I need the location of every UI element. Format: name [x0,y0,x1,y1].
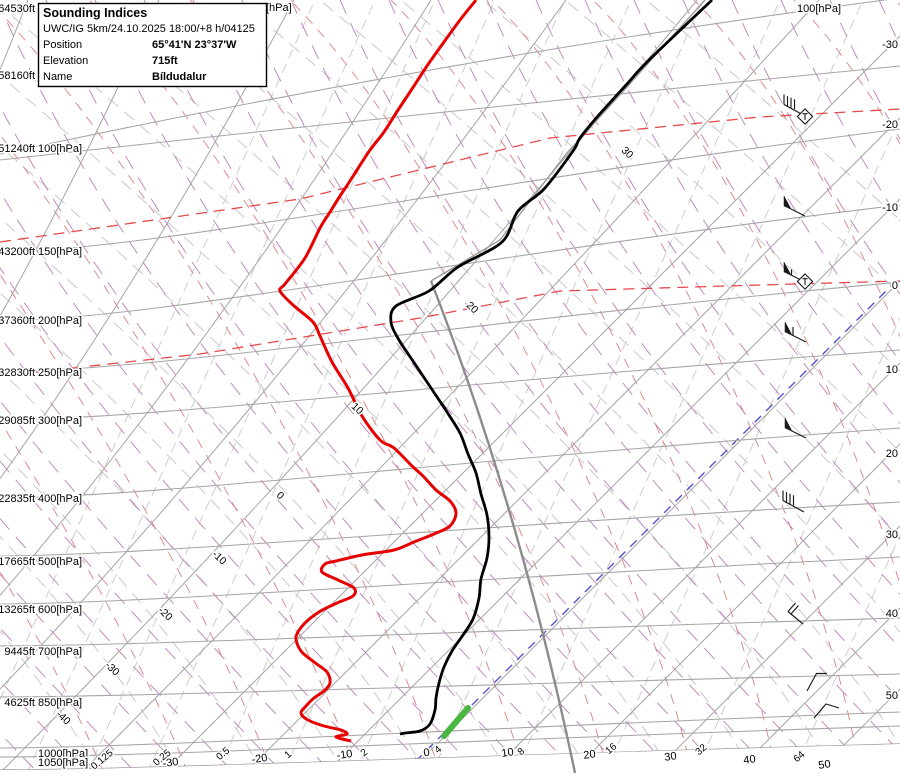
svg-text:-10: -10 [336,748,353,762]
svg-text:250[hPa]: 250[hPa] [38,367,82,379]
svg-text:400[hPa]: 400[hPa] [38,493,82,505]
svg-text:51240ft: 51240ft [0,143,35,155]
svg-text:0: 0 [892,280,898,292]
svg-text:17665ft: 17665ft [0,556,35,568]
svg-text:43200ft: 43200ft [0,246,35,258]
svg-text:50: 50 [818,758,832,772]
svg-text:1000[hPa]: 1000[hPa] [38,748,88,760]
svg-text:UWC/IG 5km/24.10.2025 18:00/+8: UWC/IG 5km/24.10.2025 18:00/+8 h/04125 [43,23,255,35]
svg-text:600[hPa]: 600[hPa] [38,604,82,616]
svg-text:29085ft: 29085ft [0,415,35,427]
svg-text:40: 40 [743,753,757,767]
svg-text:[hPa]: [hPa] [266,2,292,14]
svg-text:Position: Position [43,39,82,51]
svg-text:-20: -20 [251,752,268,766]
svg-text:0: 0 [423,747,431,760]
svg-text:-30: -30 [882,39,898,51]
svg-text:Name: Name [43,71,72,83]
svg-text:9445ft: 9445ft [4,646,35,658]
svg-text:40: 40 [886,608,898,620]
svg-text:10: 10 [501,746,515,760]
svg-text:-20: -20 [882,119,898,131]
svg-text:100[hPa]: 100[hPa] [797,3,841,15]
svg-text:64530ft: 64530ft [0,3,35,15]
svg-text:10: 10 [886,364,898,376]
svg-text:Elevation: Elevation [43,55,88,67]
svg-text:30: 30 [664,750,678,764]
svg-text:65°41'N 23°37'W: 65°41'N 23°37'W [152,39,237,51]
svg-text:1050[hPa]: 1050[hPa] [38,757,88,769]
svg-text:30: 30 [886,529,898,541]
svg-text:500[hPa]: 500[hPa] [38,556,82,568]
svg-text:700[hPa]: 700[hPa] [38,646,82,658]
svg-text:37360ft: 37360ft [0,315,35,327]
svg-text:300[hPa]: 300[hPa] [38,415,82,427]
svg-text:850[hPa]: 850[hPa] [38,697,82,709]
svg-text:22835ft: 22835ft [0,493,35,505]
svg-text:50: 50 [886,690,898,702]
svg-text:715ft: 715ft [152,55,178,67]
svg-text:100[hPa]: 100[hPa] [38,143,82,155]
svg-text:Sounding Indices: Sounding Indices [43,6,147,20]
svg-text:32830ft: 32830ft [0,367,35,379]
svg-text:200[hPa]: 200[hPa] [38,315,82,327]
svg-text:58160ft: 58160ft [0,70,35,82]
svg-text:-10: -10 [882,202,898,214]
svg-text:-30: -30 [162,756,179,770]
svg-text:20: 20 [886,448,898,460]
svg-text:4625ft: 4625ft [4,697,35,709]
svg-text:20: 20 [583,748,597,762]
svg-text:150[hPa]: 150[hPa] [38,246,82,258]
svg-text:Bíldudalur: Bíldudalur [152,71,207,83]
svg-text:13265ft: 13265ft [0,604,35,616]
